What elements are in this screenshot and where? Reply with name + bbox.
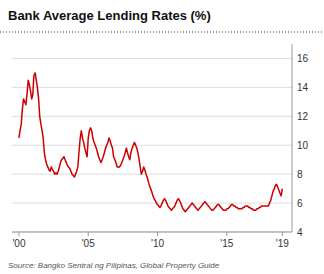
y-tick-label: 12 <box>297 111 309 122</box>
x-tick <box>88 232 89 236</box>
grid-line <box>12 232 292 233</box>
grid-line <box>12 87 292 88</box>
x-tick-label: '19 <box>276 238 289 249</box>
x-tick <box>282 232 283 236</box>
grid-line <box>12 203 292 204</box>
x-tick-label: '10 <box>151 238 164 249</box>
plot-area <box>19 73 282 212</box>
source-note: Source: Bangko Sentral ng Pilipinas, Glo… <box>8 261 220 270</box>
y-tick-label: 8 <box>297 169 303 180</box>
grid-line <box>12 145 292 146</box>
line <box>19 73 282 212</box>
x-tick <box>226 232 227 236</box>
y-axis-line <box>292 44 293 232</box>
y-tick-label: 10 <box>297 140 309 151</box>
y-tick-label: 16 <box>297 53 309 64</box>
x-tick <box>157 232 158 236</box>
grid-line <box>12 116 292 117</box>
x-tick-label: '00 <box>12 238 25 249</box>
y-tick-label: 14 <box>297 82 309 93</box>
x-tick-label: '05 <box>82 238 95 249</box>
separator <box>0 32 324 33</box>
title: Bank Average Lending Rates (%) <box>8 8 211 23</box>
x-tick-label: '15 <box>220 238 233 249</box>
y-tick-label: 6 <box>297 198 303 209</box>
grid-line <box>12 58 292 59</box>
y-tick-label: 4 <box>297 227 303 238</box>
x-tick <box>18 232 19 236</box>
chart: Bank Average Lending Rates (%) 4 6 8 10 12 14 1… <box>0 0 324 274</box>
x-axis-line <box>12 232 292 233</box>
